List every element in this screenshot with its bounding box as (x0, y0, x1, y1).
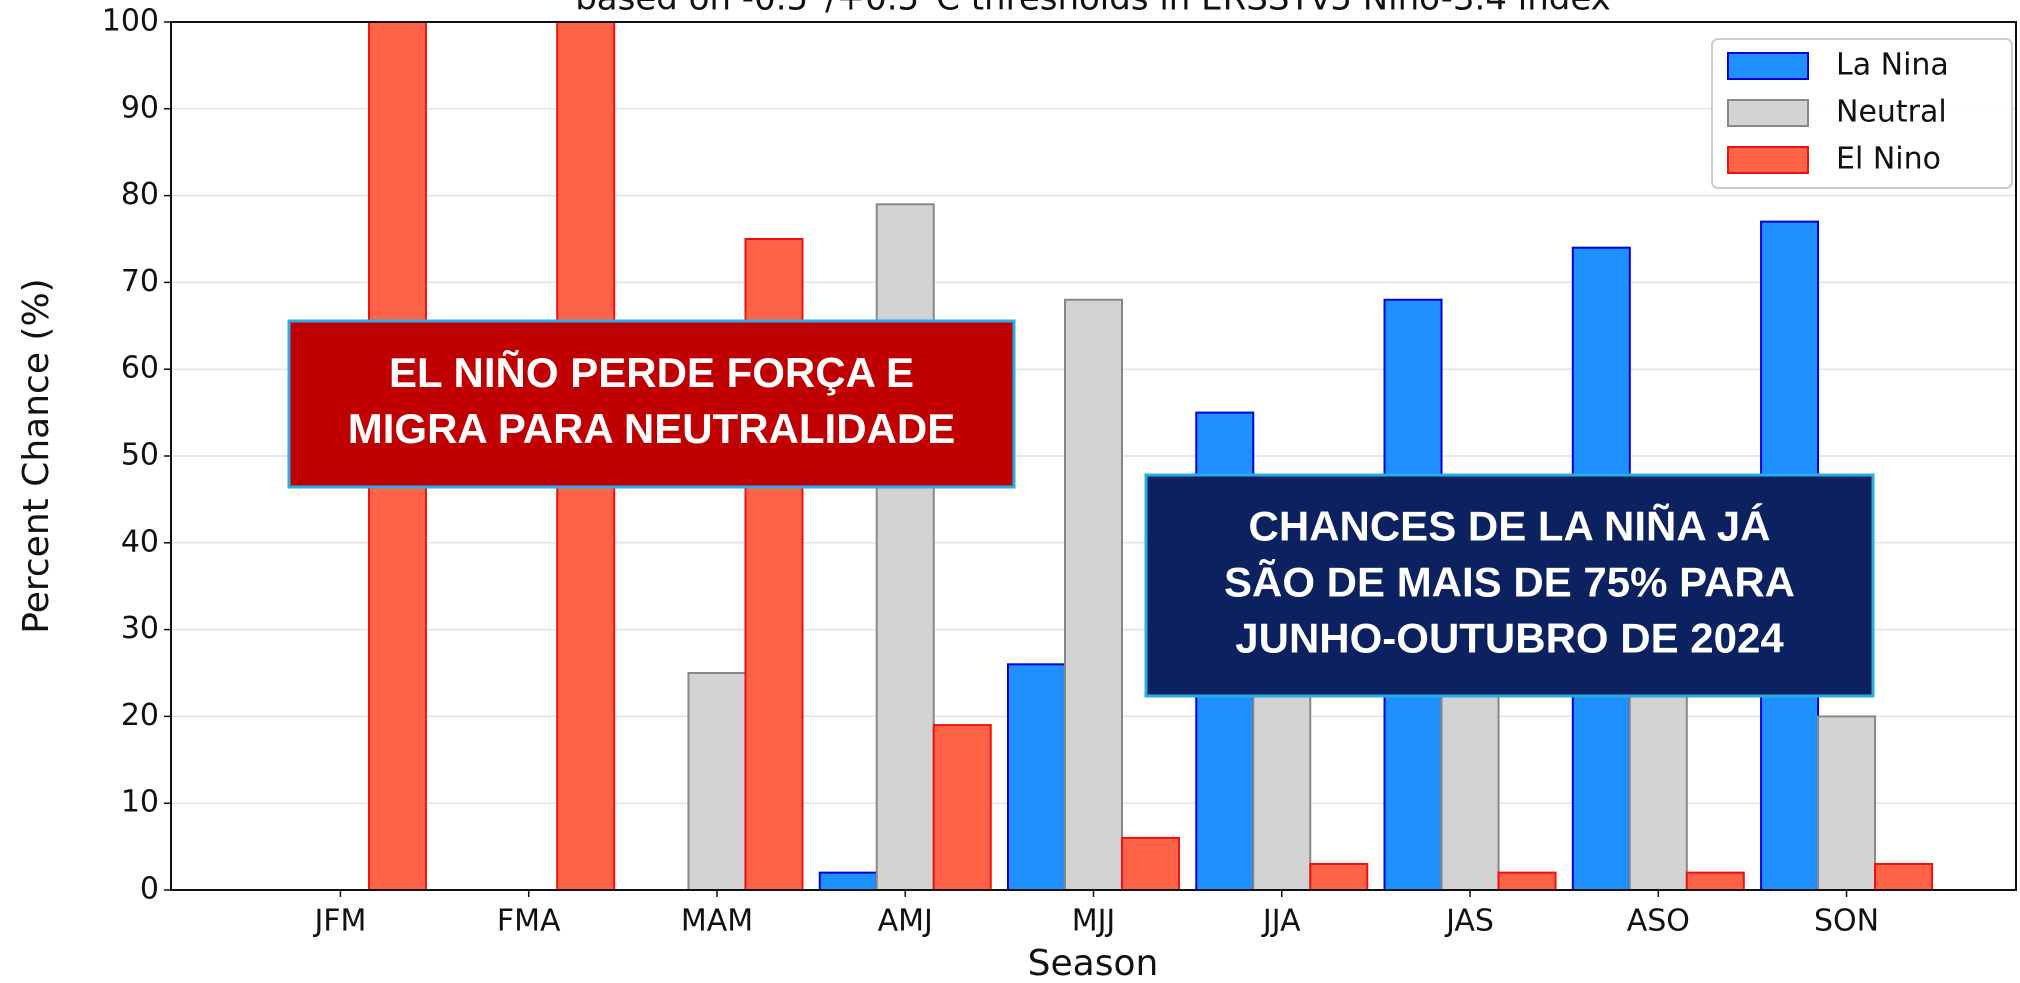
annotation-text: JUNHO-OUTUBRO DE 2024 (1235, 615, 1784, 662)
x-axis-label: Season (1028, 943, 1159, 983)
plot-frame (170, 21, 2017, 891)
legend-swatch (1727, 146, 1809, 174)
bar (1309, 862, 1369, 892)
bar (1685, 871, 1745, 892)
x-tick-label: ASO (1627, 904, 1690, 939)
legend-label: El Nino (1836, 142, 1941, 177)
y-tick-label: 40 (121, 524, 159, 559)
x-tick-label: JAS (1444, 904, 1494, 939)
annotation-text: MIGRA PARA NEUTRALIDADE (348, 405, 955, 452)
bar (875, 203, 935, 891)
x-tick-label: JJA (1261, 904, 1301, 939)
bar (1064, 298, 1123, 891)
legend-label: Neutral (1836, 95, 1947, 130)
legend-swatch (1727, 99, 1809, 127)
bar (1007, 663, 1066, 891)
bar (687, 672, 747, 891)
annotation-box (1144, 473, 1875, 698)
bar (932, 724, 992, 892)
y-tick-label: 100 (102, 4, 159, 39)
bar (1497, 871, 1557, 892)
y-tick-label: 60 (121, 351, 159, 386)
y-axis-label: Percent Chance (%) (16, 278, 57, 633)
annotation-text: CHANCES DE LA NIÑA JÁ (1249, 503, 1771, 550)
x-tick-label: JFM (312, 904, 366, 939)
y-tick-label: 30 (121, 611, 159, 646)
y-tick-label: 90 (121, 90, 159, 125)
bar (1817, 715, 1877, 892)
y-tick-label: 20 (121, 698, 159, 733)
bar (818, 871, 878, 892)
y-tick-label: 50 (121, 438, 159, 473)
x-tick-label: AMJ (878, 904, 933, 939)
y-tick-label: 0 (140, 872, 159, 907)
bar (1874, 862, 1934, 892)
annotation-text: EL NIÑO PERDE FORÇA E (389, 349, 914, 396)
x-tick-label: MAM (681, 904, 753, 939)
chart-title: based on -0.5°/+0.5°C thresholds in ERSS… (575, 0, 1611, 19)
x-tick-label: FMA (497, 904, 561, 939)
y-tick-label: 10 (121, 785, 159, 820)
legend-label: La Nina (1836, 48, 1949, 83)
x-tick-label: SON (1814, 904, 1879, 939)
bar (1121, 836, 1180, 891)
annotation-box (287, 319, 1016, 489)
x-tick-label: MJJ (1072, 904, 1116, 939)
annotation-text: SÃO DE MAIS DE 75% PARA (1224, 559, 1795, 606)
bar (1628, 680, 1688, 891)
y-tick-label: 70 (121, 264, 159, 299)
legend-swatch (1727, 52, 1809, 80)
y-tick-label: 80 (121, 177, 159, 212)
